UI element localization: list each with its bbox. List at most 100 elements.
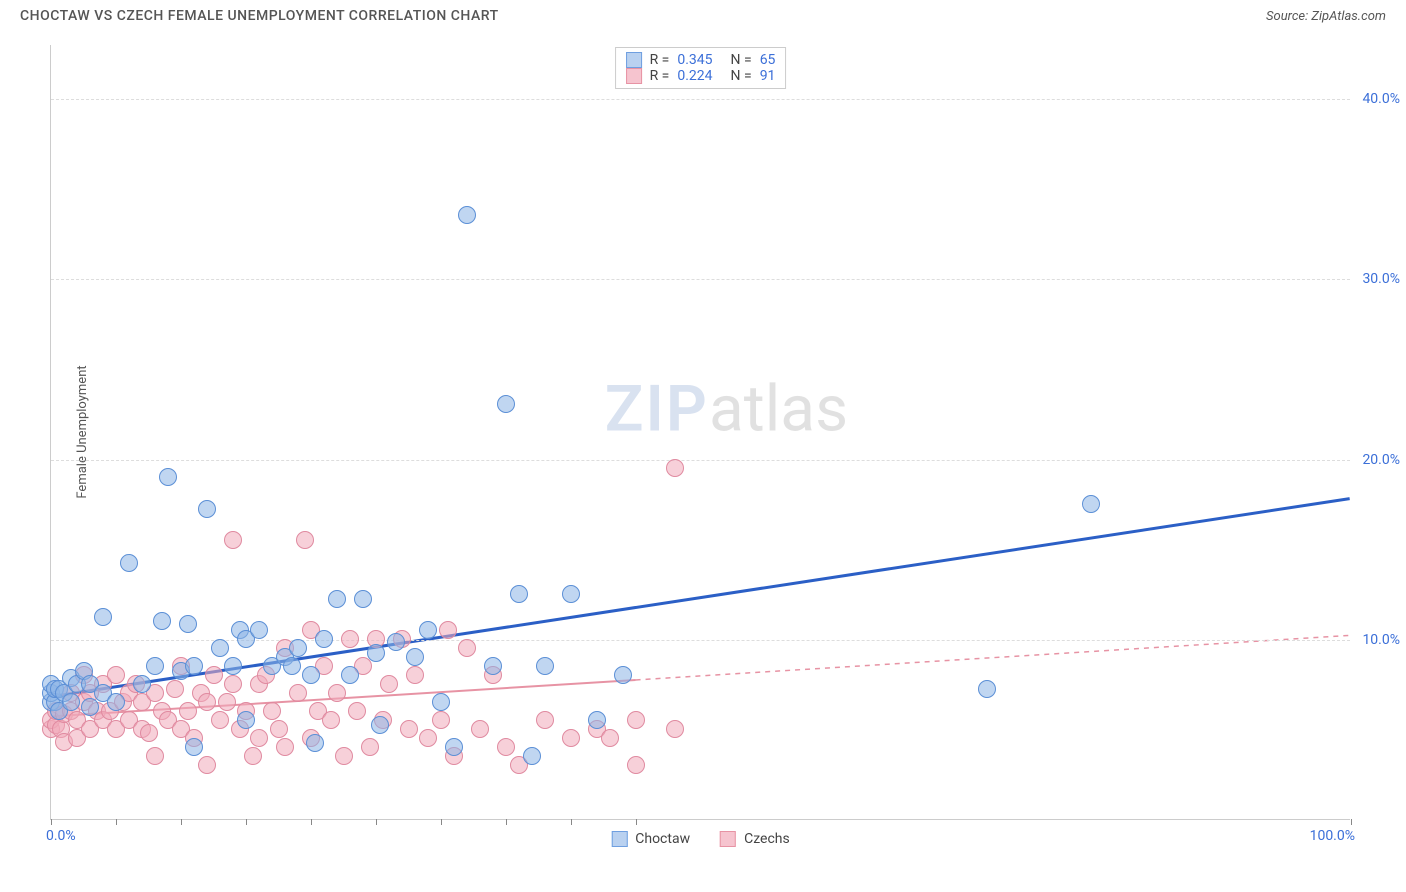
- czechs-point: [322, 711, 340, 729]
- czechs-point: [348, 702, 366, 720]
- legend-series: Choctaw Czechs: [611, 831, 790, 847]
- choctaw-point: [159, 468, 177, 486]
- choctaw-point: [107, 693, 125, 711]
- choctaw-point: [445, 738, 463, 756]
- czechs-point: [562, 729, 580, 747]
- legend-swatch: [720, 831, 736, 847]
- choctaw-point: [432, 693, 450, 711]
- y-tick-label: 30.0%: [1362, 271, 1400, 287]
- x-tick: [311, 819, 312, 825]
- watermark: ZIPatlas: [605, 371, 848, 446]
- choctaw-point: [289, 639, 307, 657]
- chart-area: Female Unemployment ZIPatlas R =0.345N =…: [50, 45, 1350, 820]
- choctaw-point: [523, 747, 541, 765]
- choctaw-point: [588, 711, 606, 729]
- x-tick: [246, 819, 247, 825]
- czechs-point: [211, 711, 229, 729]
- choctaw-point: [341, 666, 359, 684]
- y-axis-title: Female Unemployment: [75, 365, 90, 498]
- czechs-point: [458, 639, 476, 657]
- choctaw-point: [146, 657, 164, 675]
- czechs-point: [432, 711, 450, 729]
- legend-swatch: [626, 52, 642, 68]
- choctaw-point: [120, 554, 138, 572]
- choctaw-point: [250, 621, 268, 639]
- source-text: Source: ZipAtlas.com: [1266, 9, 1386, 24]
- czechs-point: [406, 666, 424, 684]
- choctaw-point: [81, 698, 99, 716]
- czechs-point: [400, 720, 418, 738]
- legend-stats: R =0.345N =65R =0.224N =91: [615, 47, 787, 89]
- choctaw-point: [185, 657, 203, 675]
- x-axis-min: 0.0%: [46, 828, 76, 844]
- czechs-point: [270, 720, 288, 738]
- y-tick-label: 10.0%: [1362, 632, 1400, 648]
- czechs-point: [107, 666, 125, 684]
- choctaw-point: [458, 206, 476, 224]
- choctaw-point: [133, 675, 151, 693]
- choctaw-point: [484, 657, 502, 675]
- legend-stat-row: R =0.345N =65: [626, 52, 776, 68]
- choctaw-point: [367, 644, 385, 662]
- czechs-point: [536, 711, 554, 729]
- czechs-point: [627, 711, 645, 729]
- czechs-point: [601, 729, 619, 747]
- czechs-point: [666, 720, 684, 738]
- legend-swatch: [611, 831, 627, 847]
- choctaw-point: [179, 615, 197, 633]
- choctaw-point: [198, 500, 216, 518]
- x-tick: [441, 819, 442, 825]
- czechs-point: [419, 729, 437, 747]
- choctaw-point: [406, 648, 424, 666]
- choctaw-point: [497, 395, 515, 413]
- czechs-point: [224, 675, 242, 693]
- choctaw-point: [354, 590, 372, 608]
- czechs-point: [146, 747, 164, 765]
- choctaw-point: [614, 666, 632, 684]
- czechs-point: [361, 738, 379, 756]
- choctaw-point: [387, 633, 405, 651]
- czechs-point: [439, 621, 457, 639]
- choctaw-point: [510, 585, 528, 603]
- x-tick: [181, 819, 182, 825]
- choctaw-point: [562, 585, 580, 603]
- grid-line: [51, 99, 1350, 100]
- czechs-point: [198, 756, 216, 774]
- choctaw-point: [153, 612, 171, 630]
- y-tick-label: 20.0%: [1362, 452, 1400, 468]
- x-axis-max: 100.0%: [1310, 828, 1355, 844]
- czechs-point: [250, 729, 268, 747]
- czechs-point: [263, 702, 281, 720]
- legend-series-item: Choctaw: [611, 831, 690, 847]
- choctaw-point: [419, 621, 437, 639]
- czechs-point: [335, 747, 353, 765]
- x-tick: [376, 819, 377, 825]
- chart-title: CHOCTAW VS CZECH FEMALE UNEMPLOYMENT COR…: [20, 8, 499, 24]
- x-tick: [51, 819, 52, 825]
- czechs-point: [666, 459, 684, 477]
- legend-series-item: Czechs: [720, 831, 790, 847]
- x-tick: [636, 819, 637, 825]
- czechs-point: [471, 720, 489, 738]
- choctaw-point: [62, 693, 80, 711]
- choctaw-point: [237, 711, 255, 729]
- czechs-point: [627, 756, 645, 774]
- czechs-point: [218, 693, 236, 711]
- grid-line: [51, 279, 1350, 280]
- y-tick-label: 40.0%: [1362, 91, 1400, 107]
- czechs-point: [244, 747, 262, 765]
- choctaw-point: [371, 716, 389, 734]
- grid-line: [51, 460, 1350, 461]
- czechs-point: [224, 531, 242, 549]
- czechs-point: [166, 680, 184, 698]
- legend-swatch: [626, 68, 642, 84]
- choctaw-point: [1082, 495, 1100, 513]
- choctaw-point: [94, 608, 112, 626]
- choctaw-point: [211, 639, 229, 657]
- x-tick: [116, 819, 117, 825]
- choctaw-point: [978, 680, 996, 698]
- czechs-point: [140, 724, 158, 742]
- x-tick: [1351, 819, 1352, 825]
- choctaw-point: [224, 657, 242, 675]
- czechs-point: [289, 684, 307, 702]
